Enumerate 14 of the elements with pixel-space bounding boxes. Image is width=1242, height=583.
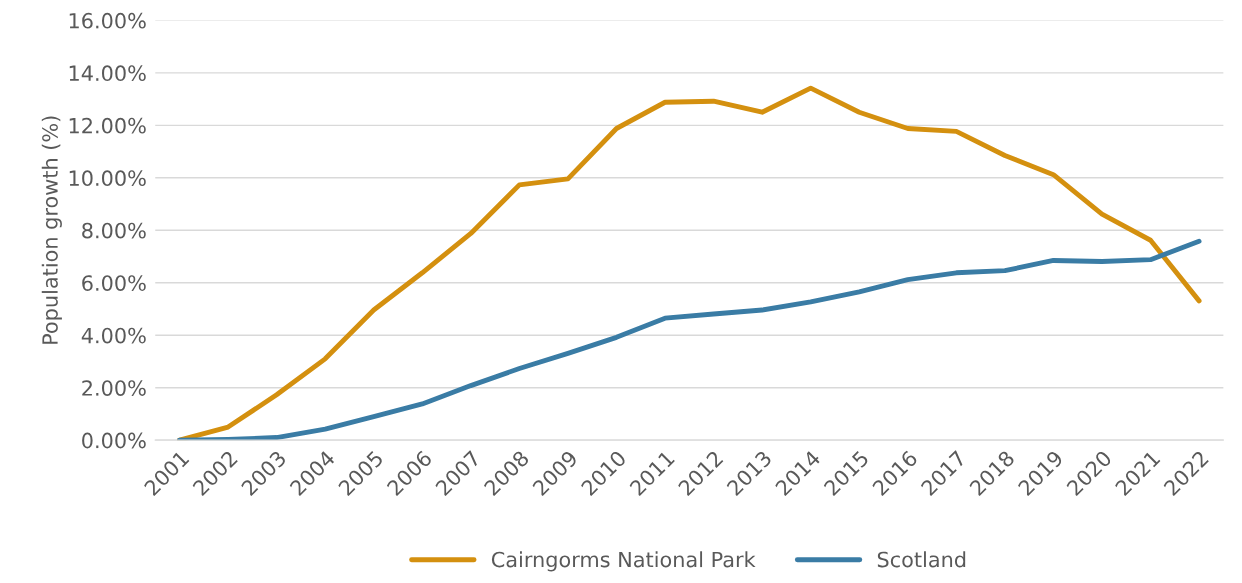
y-tick-label: 0.00% (82, 432, 146, 449)
y-tick-label: 10.00% (69, 170, 146, 187)
legend-label: Scotland (877, 551, 966, 568)
y-tick-label: 16.00% (69, 12, 146, 29)
y-tick-label: 8.00% (82, 222, 146, 239)
y-tick-label: 14.00% (69, 65, 146, 82)
y-tick-label: 4.00% (81, 327, 146, 344)
y-axis-title: Population growth (%) (41, 116, 62, 344)
line-series (177, 85, 1202, 441)
y-tick-label: 2.00% (82, 380, 146, 396)
line-series (177, 238, 1202, 441)
y-tick-label: 6.00% (82, 275, 146, 291)
y-tick-label: 12.00% (69, 117, 146, 134)
legend-label: Cairngorms National Park (491, 551, 756, 572)
